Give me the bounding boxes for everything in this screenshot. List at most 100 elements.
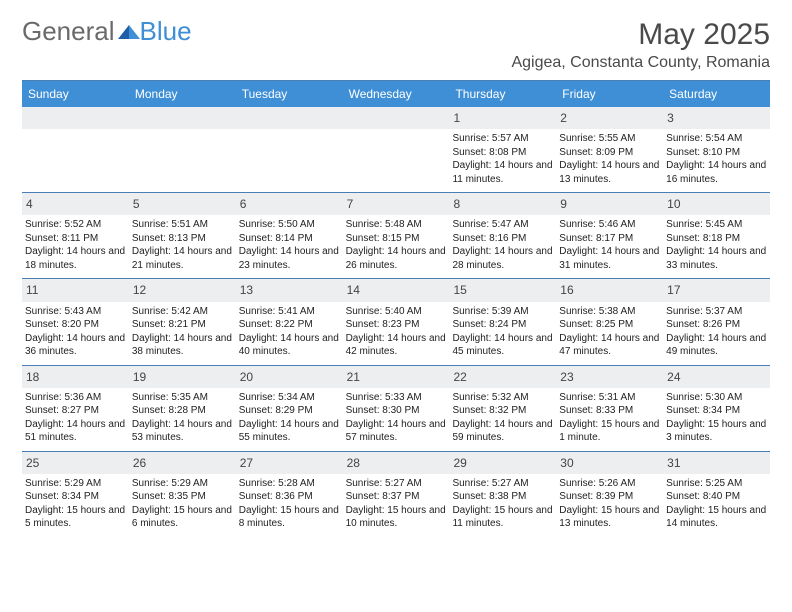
sunrise-text: Sunrise: 5:32 AM bbox=[452, 391, 553, 405]
day-number: 30 bbox=[556, 452, 663, 474]
daylight-text: Daylight: 14 hours and 51 minutes. bbox=[25, 418, 126, 445]
daylight-text: Daylight: 14 hours and 57 minutes. bbox=[346, 418, 447, 445]
day-cell: 9Sunrise: 5:46 AMSunset: 8:17 PMDaylight… bbox=[556, 193, 663, 278]
weekday-header: Sunday bbox=[22, 81, 129, 107]
sunrise-text: Sunrise: 5:46 AM bbox=[559, 218, 660, 232]
daylight-text: Daylight: 14 hours and 36 minutes. bbox=[25, 332, 126, 359]
sunrise-text: Sunrise: 5:43 AM bbox=[25, 305, 126, 319]
day-number: 20 bbox=[236, 366, 343, 388]
week-row: 25Sunrise: 5:29 AMSunset: 8:34 PMDayligh… bbox=[22, 452, 770, 537]
daylight-text: Daylight: 14 hours and 18 minutes. bbox=[25, 245, 126, 272]
daylight-text: Daylight: 14 hours and 33 minutes. bbox=[666, 245, 767, 272]
daylight-text: Daylight: 14 hours and 53 minutes. bbox=[132, 418, 233, 445]
sunset-text: Sunset: 8:35 PM bbox=[132, 490, 233, 504]
day-number: 18 bbox=[22, 366, 129, 388]
logo-text-1: General bbox=[22, 18, 115, 44]
sunrise-text: Sunrise: 5:50 AM bbox=[239, 218, 340, 232]
sunset-text: Sunset: 8:24 PM bbox=[452, 318, 553, 332]
logo-icon bbox=[118, 17, 140, 43]
day-number: 16 bbox=[556, 279, 663, 301]
weekday-header: Thursday bbox=[449, 81, 556, 107]
day-cell: 12 Sunrise: 5:42 AMSunset: 8:21 PMDayligh… bbox=[129, 279, 236, 364]
day-number: 10 bbox=[663, 193, 770, 215]
day-cell bbox=[236, 107, 343, 192]
day-cell: 29Sunrise: 5:27 AMSunset: 8:38 PMDayligh… bbox=[449, 452, 556, 537]
sunrise-text: Sunrise: 5:39 AM bbox=[452, 305, 553, 319]
sunrise-text: Sunrise: 5:25 AM bbox=[666, 477, 767, 491]
day-cell: 15 Sunrise: 5:39 AMSunset: 8:24 PMDayligh… bbox=[449, 279, 556, 364]
sunset-text: Sunset: 8:15 PM bbox=[346, 232, 447, 246]
day-cell bbox=[22, 107, 129, 192]
sunset-text: Sunset: 8:26 PM bbox=[666, 318, 767, 332]
day-cell: 13Sunrise: 5:41 AMSunset: 8:22 PMDayligh… bbox=[236, 279, 343, 364]
day-number: 14 bbox=[343, 279, 450, 301]
sunrise-text: Sunrise: 5:31 AM bbox=[559, 391, 660, 405]
sunset-text: Sunset: 8:10 PM bbox=[666, 146, 767, 160]
day-cell: 4Sunrise: 5:52 AMSunset: 8:11 PMDaylight… bbox=[22, 193, 129, 278]
day-number: 31 bbox=[663, 452, 770, 474]
day-cell: 19 Sunrise: 5:35 AMSunset: 8:28 PMDayligh… bbox=[129, 366, 236, 451]
sunset-text: Sunset: 8:17 PM bbox=[559, 232, 660, 246]
daylight-text: Daylight: 14 hours and 49 minutes. bbox=[666, 332, 767, 359]
logo-text-2: Blue bbox=[140, 18, 192, 44]
location: Agigea, Constanta County, Romania bbox=[511, 54, 770, 72]
day-cell: 20Sunrise: 5:34 AMSunset: 8:29 PMDayligh… bbox=[236, 366, 343, 451]
sunset-text: Sunset: 8:27 PM bbox=[25, 404, 126, 418]
daylight-text: Daylight: 15 hours and 8 minutes. bbox=[239, 504, 340, 531]
daylight-text: Daylight: 14 hours and 28 minutes. bbox=[452, 245, 553, 272]
sunrise-text: Sunrise: 5:40 AM bbox=[346, 305, 447, 319]
sunset-text: Sunset: 8:29 PM bbox=[239, 404, 340, 418]
sunrise-text: Sunrise: 5:28 AM bbox=[239, 477, 340, 491]
daylight-text: Daylight: 14 hours and 26 minutes. bbox=[346, 245, 447, 272]
daylight-text: Daylight: 15 hours and 1 minute. bbox=[559, 418, 660, 445]
daylight-text: Daylight: 14 hours and 31 minutes. bbox=[559, 245, 660, 272]
day-cell: 30Sunrise: 5:26 AMSunset: 8:39 PMDayligh… bbox=[556, 452, 663, 537]
daylight-text: Daylight: 14 hours and 55 minutes. bbox=[239, 418, 340, 445]
day-number: 11 bbox=[22, 279, 129, 301]
day-cell: 2Sunrise: 5:55 AMSunset: 8:09 PMDaylight… bbox=[556, 107, 663, 192]
day-number: 21 bbox=[343, 366, 450, 388]
daylight-text: Daylight: 14 hours and 40 minutes. bbox=[239, 332, 340, 359]
day-number bbox=[129, 107, 236, 129]
sunset-text: Sunset: 8:20 PM bbox=[25, 318, 126, 332]
daylight-text: Daylight: 15 hours and 13 minutes. bbox=[559, 504, 660, 531]
title-block: May 2025 Agigea, Constanta County, Roman… bbox=[511, 18, 770, 72]
day-number: 22 bbox=[449, 366, 556, 388]
weekday-header: Friday bbox=[556, 81, 663, 107]
day-number: 3 bbox=[663, 107, 770, 129]
daylight-text: Daylight: 15 hours and 14 minutes. bbox=[666, 504, 767, 531]
day-number bbox=[236, 107, 343, 129]
sunset-text: Sunset: 8:09 PM bbox=[559, 146, 660, 160]
sunrise-text: Sunrise: 5:26 AM bbox=[559, 477, 660, 491]
daylight-text: Daylight: 14 hours and 16 minutes. bbox=[666, 159, 767, 186]
daylight-text: Daylight: 14 hours and 38 minutes. bbox=[132, 332, 233, 359]
sunset-text: Sunset: 8:14 PM bbox=[239, 232, 340, 246]
day-number: 23 bbox=[556, 366, 663, 388]
week-row: 4Sunrise: 5:52 AMSunset: 8:11 PMDaylight… bbox=[22, 193, 770, 278]
sunset-text: Sunset: 8:36 PM bbox=[239, 490, 340, 504]
calendar-body: 1Sunrise: 5:57 AMSunset: 8:08 PMDaylight… bbox=[22, 107, 770, 537]
daylight-text: Daylight: 14 hours and 11 minutes. bbox=[452, 159, 553, 186]
day-cell: 11 Sunrise: 5:43 AMSunset: 8:20 PMDayligh… bbox=[22, 279, 129, 364]
sunset-text: Sunset: 8:28 PM bbox=[132, 404, 233, 418]
daylight-text: Daylight: 14 hours and 21 minutes. bbox=[132, 245, 233, 272]
sunset-text: Sunset: 8:11 PM bbox=[25, 232, 126, 246]
daylight-text: Daylight: 14 hours and 45 minutes. bbox=[452, 332, 553, 359]
daylight-text: Daylight: 15 hours and 11 minutes. bbox=[452, 504, 553, 531]
sunset-text: Sunset: 8:34 PM bbox=[25, 490, 126, 504]
day-number: 19 bbox=[129, 366, 236, 388]
sunset-text: Sunset: 8:21 PM bbox=[132, 318, 233, 332]
sunrise-text: Sunrise: 5:35 AM bbox=[132, 391, 233, 405]
sunrise-text: Sunrise: 5:42 AM bbox=[132, 305, 233, 319]
sunrise-text: Sunrise: 5:47 AM bbox=[452, 218, 553, 232]
sunset-text: Sunset: 8:16 PM bbox=[452, 232, 553, 246]
daylight-text: Daylight: 14 hours and 59 minutes. bbox=[452, 418, 553, 445]
day-number: 12 bbox=[129, 279, 236, 301]
sunrise-text: Sunrise: 5:33 AM bbox=[346, 391, 447, 405]
day-number: 15 bbox=[449, 279, 556, 301]
day-cell: 28Sunrise: 5:27 AMSunset: 8:37 PMDayligh… bbox=[343, 452, 450, 537]
day-cell: 27Sunrise: 5:28 AMSunset: 8:36 PMDayligh… bbox=[236, 452, 343, 537]
day-cell: 17Sunrise: 5:37 AMSunset: 8:26 PMDayligh… bbox=[663, 279, 770, 364]
sunset-text: Sunset: 8:37 PM bbox=[346, 490, 447, 504]
sunrise-text: Sunrise: 5:52 AM bbox=[25, 218, 126, 232]
